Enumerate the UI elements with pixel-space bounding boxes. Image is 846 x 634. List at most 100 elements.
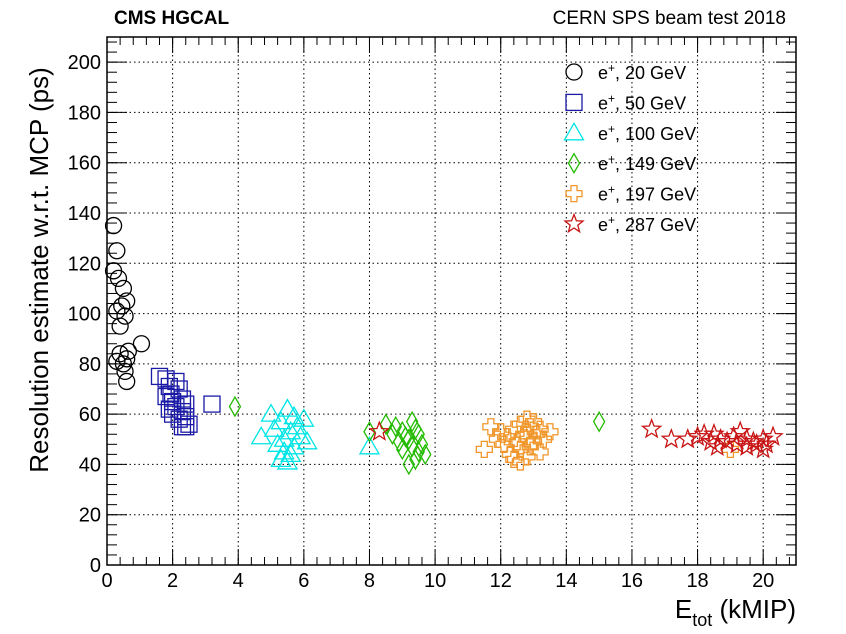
- data-point-circle: [111, 317, 129, 335]
- data-point-triangle: [270, 448, 292, 468]
- legend-entry: e+, 50 GeV: [565, 91, 686, 113]
- legend-charge: +: [608, 152, 615, 166]
- y-tick-label: 20: [79, 505, 101, 527]
- legend-particle: e: [598, 185, 608, 205]
- legend-label: e+, 149 GeV: [598, 152, 696, 174]
- data-points: [104, 216, 784, 476]
- legend-particle: e: [598, 154, 608, 174]
- x-tick-label: 10: [424, 570, 446, 592]
- data-point-cross: [521, 418, 539, 436]
- data-point-square: [163, 405, 182, 423]
- data-point-star: [368, 420, 391, 441]
- data-point-diamond: [389, 415, 402, 438]
- legend-energy: , 100 GeV: [615, 124, 696, 144]
- y-tick-labels: 0 20 40 60 80 100 120 140 160 180 200: [68, 52, 101, 577]
- data-point-square: [180, 415, 198, 433]
- data-point-triangle: [296, 430, 318, 450]
- data-point-diamond: [392, 431, 406, 453]
- data-point-cross: [511, 453, 530, 471]
- data-point-circle: [104, 216, 123, 235]
- legend-label: e+, 100 GeV: [598, 122, 696, 144]
- data-point-circle: [132, 335, 151, 353]
- legend-label: e+, 197 GeV: [598, 183, 696, 205]
- data-point-cross: [534, 430, 553, 448]
- legend-marker-square: [565, 93, 583, 112]
- x-tick-label: 14: [555, 570, 577, 592]
- beam-label: CERN SPS beam test 2018: [553, 8, 786, 29]
- legend-marker-triangle: [563, 121, 585, 141]
- grid-lines: [107, 37, 796, 565]
- x-tick-label: 18: [686, 570, 708, 592]
- x-tick-label: 8: [364, 570, 375, 592]
- data-point-diamond: [402, 428, 416, 451]
- y-tick-label: 80: [79, 354, 101, 376]
- data-point-diamond: [409, 448, 422, 471]
- data-point-square: [177, 418, 195, 436]
- series-0: [104, 216, 151, 391]
- legend-charge: +: [608, 213, 615, 227]
- y-tick-label: 120: [68, 253, 101, 275]
- data-point-diamond: [396, 438, 409, 461]
- data-point-triangle: [266, 433, 289, 452]
- data-point-triangle: [276, 398, 299, 417]
- y-axis-title: Resolution estimate w.r.t. MCP (ps): [24, 67, 54, 473]
- data-point-star: [660, 427, 683, 449]
- legend-charge: +: [608, 61, 615, 75]
- data-point-circle: [118, 292, 136, 310]
- data-point-triangle: [263, 418, 285, 437]
- data-point-cross: [482, 418, 500, 436]
- legend-charge: +: [608, 91, 615, 105]
- data-point-triangle: [280, 443, 302, 463]
- axis-ticks: [106, 37, 796, 566]
- data-point-triangle: [250, 425, 272, 445]
- legend-energy: , 20 GeV: [615, 63, 686, 83]
- data-point-diamond: [415, 433, 429, 456]
- data-point-circle: [109, 269, 128, 288]
- x-tick-label: 20: [752, 570, 774, 592]
- data-point-diamond: [402, 453, 416, 476]
- legend-particle: e: [598, 215, 608, 235]
- data-point-circle: [114, 355, 133, 373]
- legend-entry: e+, 100 GeV: [563, 121, 696, 144]
- data-point-circle: [111, 345, 129, 363]
- y-tick-label: 180: [68, 102, 101, 124]
- legend-particle: e: [598, 124, 608, 144]
- data-point-star: [726, 432, 748, 454]
- legend-particle: e: [598, 93, 608, 113]
- x-axis-title-unit: (kMIP): [719, 594, 796, 624]
- data-point-diamond: [592, 410, 606, 433]
- data-point-circle: [118, 350, 136, 368]
- data-point-circle: [118, 372, 136, 391]
- y-tick-label: 100: [68, 304, 101, 326]
- data-point-diamond: [419, 443, 432, 466]
- x-tick-label: 12: [490, 570, 512, 592]
- data-point-star: [640, 417, 663, 439]
- legend-charge: +: [608, 183, 615, 197]
- y-tick-label: 160: [68, 153, 101, 175]
- legend-energy: , 149 GeV: [615, 154, 696, 174]
- legend-charge: +: [608, 122, 615, 136]
- data-point-triangle: [280, 420, 302, 440]
- data-point-star: [686, 425, 709, 446]
- x-tick-label: 6: [298, 570, 309, 592]
- series-1: [150, 367, 221, 436]
- data-point-diamond: [228, 395, 242, 418]
- x-tick-label: 4: [233, 570, 244, 592]
- x-axis-title-sub: tot: [692, 610, 712, 630]
- legend-marker-diamond: [567, 152, 581, 174]
- legend-marker-cross: [565, 184, 583, 203]
- legend-label: e+, 287 GeV: [598, 213, 696, 235]
- x-tick-label: 0: [101, 570, 112, 592]
- y-tick-label: 200: [68, 52, 101, 74]
- experiment-label: CMS HGCAL: [114, 8, 229, 29]
- legend-entry: e+, 149 GeV: [567, 152, 696, 174]
- legend-entry: e+, 20 GeV: [565, 61, 686, 83]
- data-point-triangle: [276, 451, 299, 470]
- y-tick-label: 60: [79, 404, 101, 426]
- x-tick-labels: 0 2 4 6 8 10 12 14 16 18 20: [101, 570, 774, 592]
- data-point-circle: [116, 307, 134, 325]
- data-point-square: [203, 395, 221, 413]
- legend-energy: , 197 GeV: [615, 185, 696, 205]
